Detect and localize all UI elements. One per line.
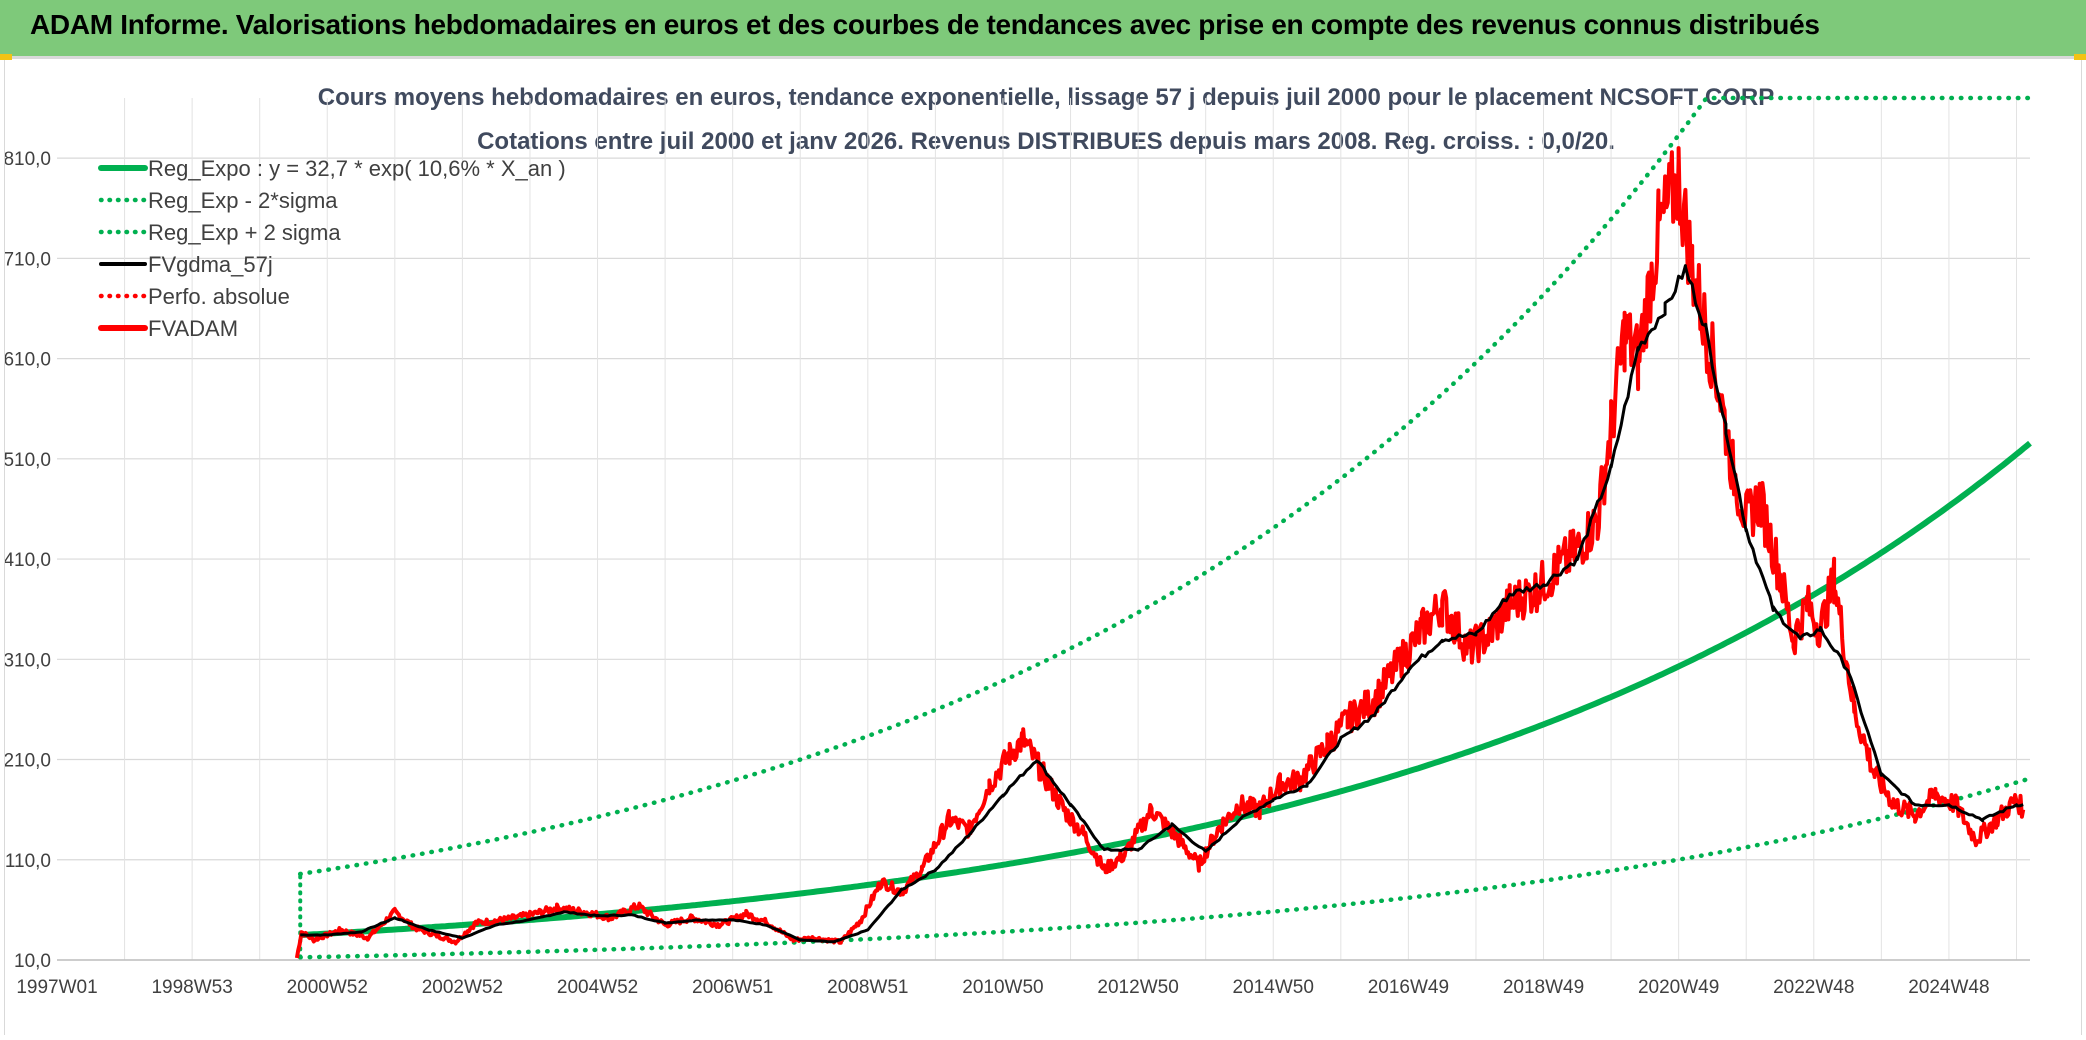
- y-tick-label: 10,0: [14, 951, 51, 972]
- chart-title-line2: Cotations entre juil 2000 et janv 2026. …: [477, 128, 1615, 155]
- chart: Cours moyens hebdomadaires en euros, ten…: [3, 84, 2033, 998]
- x-axis: 1997W01 1998W53 2000W52 2002W52 2004W52 2006W…: [16, 959, 2030, 998]
- y-tick-label: 610,0: [5, 350, 51, 371]
- x-tick-label: 2018W49: [1503, 977, 1584, 998]
- y-tick-label: 710,0: [5, 249, 51, 270]
- reg-expo-line: [300, 440, 2032, 939]
- x-tick-label: 2000W52: [287, 977, 368, 998]
- chart-legend: Reg_Expo : y = 32,7 * exp( 10,6% * X_an …: [98, 156, 566, 341]
- legend-label: Perfo. absolue: [148, 284, 290, 309]
- x-tick-label: 2012W50: [1097, 977, 1178, 998]
- x-tick-label: 2014W50: [1233, 977, 1314, 998]
- x-tick-label: 2016W49: [1368, 977, 1449, 998]
- header-corner-right: [2074, 54, 2086, 60]
- y-tick-label: 810,0: [5, 149, 51, 170]
- y-tick-label: 510,0: [5, 450, 51, 471]
- x-tick-label: 2004W52: [557, 977, 638, 998]
- chart-series: [294, 95, 2033, 960]
- chart-gridlines: [57, 98, 2030, 961]
- reg-exp-plus-2sigma-line: [297, 95, 2033, 877]
- x-tick-label: 2010W50: [962, 977, 1043, 998]
- fvgdma-57j-line: [300, 264, 2024, 944]
- x-tick-label: 2020W49: [1638, 977, 1719, 998]
- x-tick-label: 1998W53: [151, 977, 232, 998]
- reg-exp-minus-2sigma-line: [297, 776, 2033, 960]
- legend-label: FVADAM: [148, 316, 238, 341]
- x-tick-label: 2006W51: [692, 977, 773, 998]
- x-tick-label: 2024W48: [1908, 977, 1989, 998]
- y-axis: 10,0 110,0 210,0 310,0 410,0 510,0 610,0 710,0 8…: [3, 149, 51, 972]
- y-tick-label: 310,0: [5, 650, 51, 671]
- page-title: ADAM Informe. Valorisations hebdomadaire…: [30, 9, 1820, 40]
- legend-label: Reg_Exp + 2 sigma: [148, 220, 341, 245]
- legend-label: FVgdma_57j: [148, 252, 273, 277]
- header-bar: ADAM Informe. Valorisations hebdomadaire…: [0, 0, 2086, 59]
- y-tick-label: 410,0: [5, 550, 51, 571]
- chart-frame: Cours moyens hebdomadaires en euros, ten…: [3, 60, 2082, 1035]
- header-corner-left: [0, 54, 12, 60]
- x-tick-label: 2002W52: [422, 977, 503, 998]
- y-tick-label: 210,0: [5, 751, 51, 772]
- x-tick-label: 2022W48: [1773, 977, 1854, 998]
- legend-label: Reg_Exp - 2*sigma: [148, 188, 338, 213]
- chart-title-line1: Cours moyens hebdomadaires en euros, ten…: [318, 84, 1774, 111]
- x-tick-label: 1997W01: [16, 977, 97, 998]
- legend-label: Reg_Expo : y = 32,7 * exp( 10,6% * X_an …: [148, 156, 566, 181]
- x-tick-label: 2008W51: [827, 977, 908, 998]
- y-tick-label: 110,0: [5, 851, 51, 872]
